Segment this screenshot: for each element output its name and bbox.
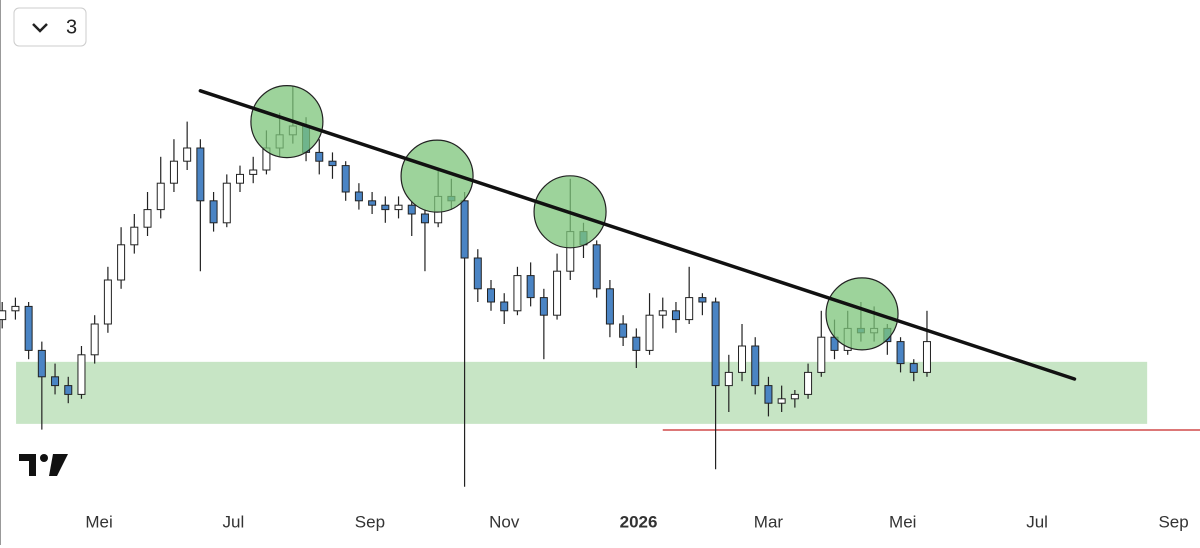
candle-body	[394, 204, 403, 211]
button-label: 3	[66, 16, 77, 38]
candle-body	[817, 336, 826, 373]
candle-body	[90, 323, 99, 356]
candle-body	[381, 204, 390, 211]
candle-body	[183, 147, 192, 162]
candle-body	[645, 314, 654, 351]
x-tick-label: Mei	[85, 512, 112, 531]
candle-body	[77, 354, 86, 395]
candle-body	[64, 385, 73, 395]
candle-body	[922, 341, 931, 373]
highlight-circle	[825, 277, 899, 351]
candle-body	[354, 191, 363, 202]
candle-body	[222, 182, 231, 224]
support-zone	[16, 361, 1148, 424]
candle-body	[500, 301, 509, 312]
candle-body	[724, 371, 733, 387]
candle-body	[513, 275, 522, 312]
candle-body	[143, 209, 152, 228]
highlight-circle	[400, 139, 474, 213]
candle-body	[249, 169, 258, 175]
x-tick-label: Jul	[1026, 512, 1048, 531]
candle-body	[671, 310, 680, 321]
candle-body	[909, 363, 918, 373]
x-tick-label: Nov	[489, 512, 520, 531]
candle-body	[236, 173, 244, 184]
candle-body	[315, 151, 324, 162]
trendline	[198, 89, 1077, 381]
highlight-circle	[250, 84, 324, 159]
candle-body	[407, 204, 416, 215]
candle-body	[37, 349, 46, 378]
candle-body	[658, 310, 667, 316]
candle-body	[130, 226, 139, 246]
candle-body	[368, 200, 377, 206]
x-tick-label: Sep	[1158, 512, 1188, 531]
x-tick-label: Jul	[223, 512, 245, 531]
x-tick-label: Mar	[754, 512, 784, 531]
candle-body	[473, 257, 482, 290]
candle-body	[605, 288, 614, 325]
candle-body	[764, 385, 773, 404]
candle-body	[526, 275, 535, 299]
candle-body	[156, 182, 165, 211]
candle-body	[24, 305, 33, 351]
interval-button[interactable]: 3	[13, 7, 87, 47]
candle-body	[539, 297, 548, 316]
candle-body	[487, 288, 496, 303]
candle-body	[777, 398, 786, 404]
candle-body	[196, 147, 205, 202]
candle-body	[11, 305, 20, 312]
candle-body	[420, 213, 429, 224]
candle-body	[738, 345, 747, 373]
candle-body	[553, 270, 562, 316]
candle-body	[619, 323, 628, 338]
logo-v	[49, 454, 68, 476]
candle-body	[790, 393, 799, 400]
tv-logo	[19, 454, 68, 476]
x-tick-label: Sep	[355, 512, 385, 531]
candle-body	[117, 244, 126, 281]
candle-body	[0, 310, 7, 321]
candle-body	[698, 297, 707, 303]
candle-body	[592, 244, 601, 290]
candle-body	[460, 200, 469, 259]
button-frame[interactable]	[13, 7, 87, 47]
candle-body	[209, 200, 218, 224]
candle-body	[51, 376, 60, 387]
x-tick-label: 2026	[620, 512, 658, 531]
logo-dot	[40, 454, 48, 462]
candle-body	[751, 345, 760, 387]
candle-body	[632, 336, 641, 351]
candle-body	[896, 341, 905, 365]
x-tick-label: Mei	[889, 512, 916, 531]
candle-body	[328, 160, 337, 167]
candle-body	[341, 165, 350, 193]
plot-area	[0, 84, 1200, 487]
candle-body	[103, 279, 112, 325]
logo-t	[19, 454, 36, 476]
candle-body	[711, 301, 720, 387]
candle-body	[169, 160, 178, 184]
chevron-icon	[32, 23, 48, 33]
candle-body	[685, 297, 694, 321]
candle-body	[804, 371, 813, 395]
